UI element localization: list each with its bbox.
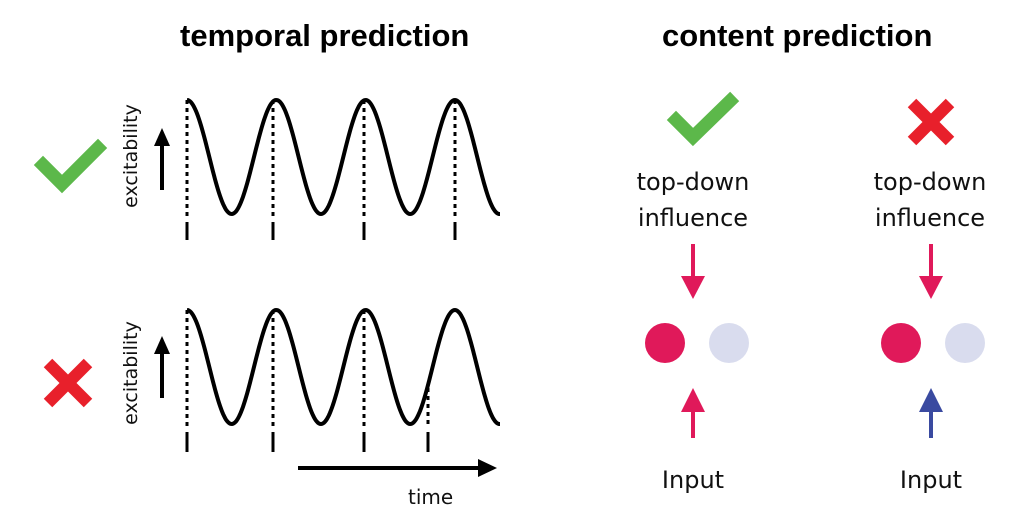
up-arrow-icon (681, 388, 705, 438)
top-down-label: top-down influence (633, 164, 753, 236)
input-label: Input (661, 466, 725, 494)
active-unit-circle (881, 323, 921, 363)
down-arrow-icon (919, 244, 943, 299)
down-arrow-icon (681, 244, 705, 299)
top-down-line-1: top-down (636, 168, 750, 196)
event-markers-aligned (185, 100, 457, 240)
oscillation-wave-aligned (186, 97, 500, 217)
temporal-prediction-title: temporal prediction (180, 18, 470, 53)
oscillation-wave-misaligned (186, 307, 500, 427)
inactive-unit-circle (945, 323, 985, 363)
input-label: Input (899, 466, 963, 494)
cross-icon (907, 98, 955, 146)
time-arrow (298, 459, 497, 477)
check-icon (33, 138, 108, 194)
inactive-unit-circle (709, 323, 749, 363)
top-down-line-2: influence (874, 204, 986, 232)
active-unit-circle (645, 323, 685, 363)
excitability-label: excitability (120, 104, 142, 208)
event-markers-misaligned (185, 310, 430, 452)
excitability-arrow-bottom (154, 336, 170, 398)
excitability-label: excitability (120, 321, 142, 425)
time-label: time (408, 485, 454, 509)
excitability-arrow-top (154, 128, 170, 190)
content-prediction-title: content prediction (662, 18, 933, 53)
cross-icon (43, 358, 93, 408)
up-arrow-icon (919, 388, 943, 438)
check-icon (666, 91, 740, 147)
top-down-label: top-down influence (870, 164, 990, 236)
top-down-line-2: influence (637, 204, 749, 232)
top-down-line-1: top-down (873, 168, 987, 196)
